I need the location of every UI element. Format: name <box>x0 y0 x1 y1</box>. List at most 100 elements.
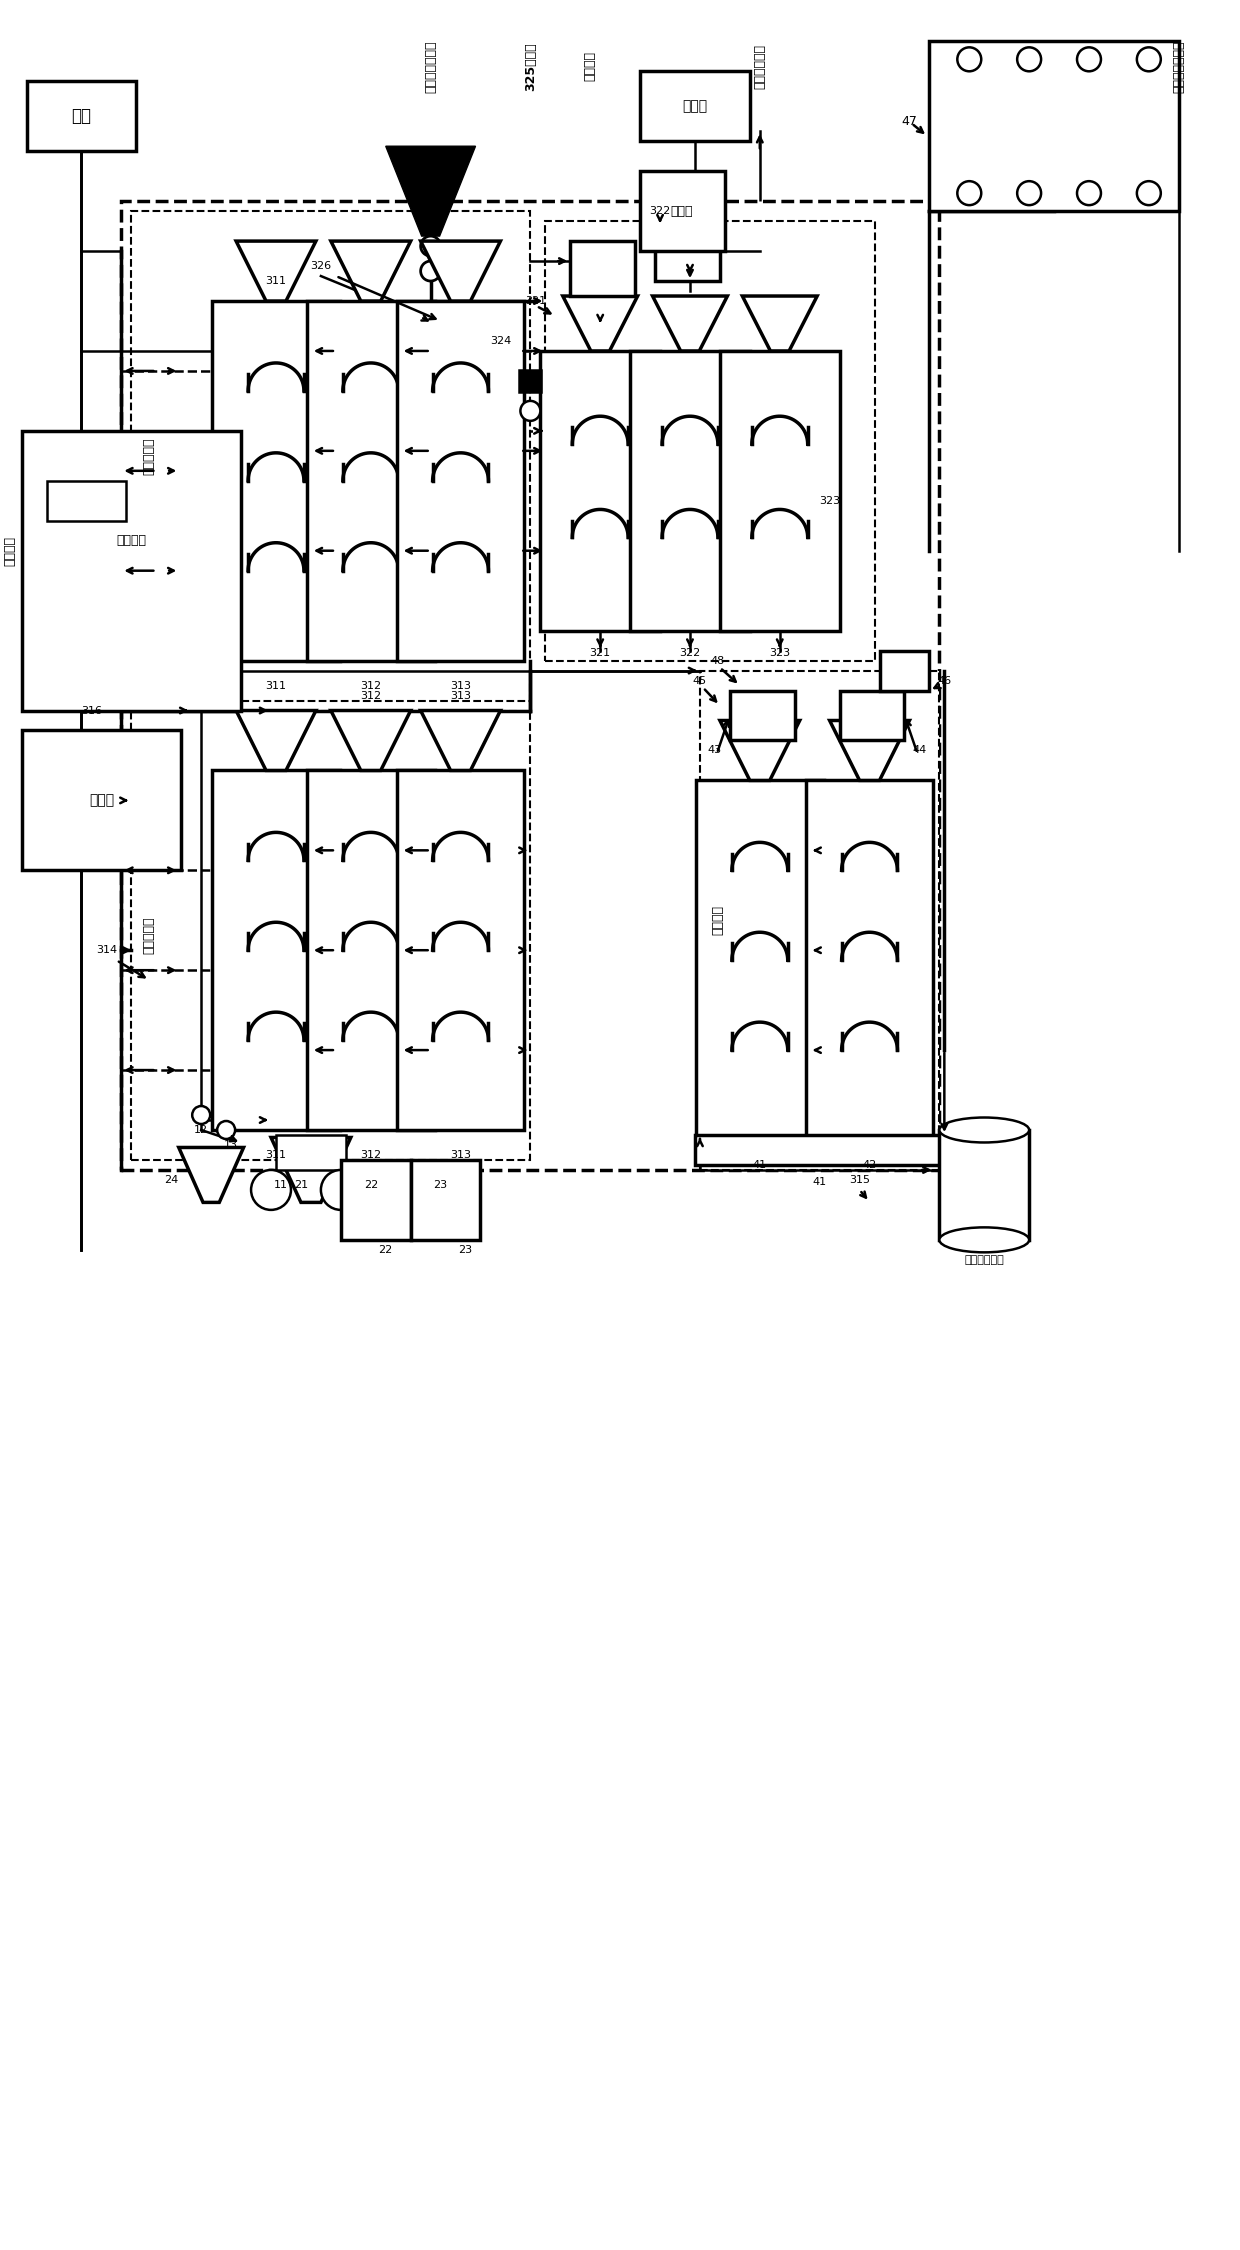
Ellipse shape <box>940 1226 1029 1253</box>
Text: 322: 322 <box>650 207 671 216</box>
Circle shape <box>1078 47 1101 72</box>
Text: 325水泥原: 325水泥原 <box>523 43 537 90</box>
Bar <box>131 711 531 1161</box>
Text: 23: 23 <box>434 1179 448 1190</box>
Text: 315: 315 <box>849 1174 870 1186</box>
Circle shape <box>1017 47 1042 72</box>
Circle shape <box>192 1107 210 1125</box>
Polygon shape <box>236 241 316 302</box>
Bar <box>930 40 1179 212</box>
Circle shape <box>1137 182 1161 205</box>
Bar <box>397 770 525 1130</box>
Text: 311: 311 <box>265 680 286 691</box>
Text: 321: 321 <box>525 297 546 306</box>
Text: 42: 42 <box>862 1161 877 1170</box>
Bar <box>397 302 525 662</box>
Text: 消蒸固: 消蒸固 <box>89 794 114 808</box>
Circle shape <box>521 400 541 421</box>
Polygon shape <box>179 1148 243 1202</box>
Polygon shape <box>386 146 475 236</box>
Ellipse shape <box>940 1118 1029 1143</box>
Polygon shape <box>420 711 501 770</box>
Text: 料配料站: 料配料站 <box>584 52 596 81</box>
Bar <box>570 241 635 297</box>
Circle shape <box>957 47 981 72</box>
Text: 326: 326 <box>310 261 331 270</box>
Bar <box>720 351 839 630</box>
Text: 来自空压机站: 来自空压机站 <box>965 1256 1004 1265</box>
Circle shape <box>957 182 981 205</box>
Text: 13: 13 <box>224 1141 238 1150</box>
Polygon shape <box>331 241 410 302</box>
Bar <box>694 1134 945 1166</box>
Text: 313: 313 <box>450 691 471 700</box>
Bar <box>640 72 750 142</box>
Text: 316: 316 <box>81 706 102 716</box>
Text: 铍渣储存: 铍渣储存 <box>117 533 146 547</box>
Bar <box>546 220 874 662</box>
Bar <box>630 351 750 630</box>
Bar <box>839 691 904 740</box>
Text: 45: 45 <box>693 675 707 686</box>
Bar <box>212 770 340 1130</box>
Text: 323: 323 <box>769 648 790 657</box>
Bar <box>541 351 660 630</box>
Bar <box>21 731 181 871</box>
Text: 21: 21 <box>294 1179 308 1190</box>
Text: 312: 312 <box>360 680 382 691</box>
Text: 返回铍冶炼车间: 返回铍冶炼车间 <box>1172 40 1185 92</box>
Polygon shape <box>272 1138 351 1202</box>
Text: 313: 313 <box>450 680 471 691</box>
Text: 水池: 水池 <box>72 108 92 126</box>
Polygon shape <box>652 297 728 351</box>
Bar <box>21 430 241 711</box>
Text: 314: 314 <box>95 945 117 956</box>
Text: 氨水池: 氨水池 <box>682 99 708 113</box>
Polygon shape <box>720 720 800 781</box>
Text: 312: 312 <box>360 691 382 700</box>
Bar <box>410 1161 480 1240</box>
Circle shape <box>217 1120 236 1138</box>
Text: 22: 22 <box>378 1244 393 1256</box>
Polygon shape <box>830 720 909 781</box>
Text: 312: 312 <box>360 1150 382 1161</box>
Polygon shape <box>331 711 410 770</box>
Text: 323: 323 <box>820 495 841 506</box>
Circle shape <box>321 1170 361 1210</box>
Text: 322: 322 <box>680 648 701 657</box>
Text: 313: 313 <box>450 1150 471 1161</box>
Text: 22: 22 <box>363 1179 378 1190</box>
Text: 11: 11 <box>274 1179 288 1190</box>
Circle shape <box>1078 182 1101 205</box>
Text: 一次洗涤段: 一次洗涤段 <box>143 916 156 954</box>
Text: 47: 47 <box>901 115 918 128</box>
Bar <box>47 482 126 520</box>
Bar <box>940 1130 1029 1240</box>
Text: 311: 311 <box>265 277 286 286</box>
Text: 二次洗涤段: 二次洗涤段 <box>143 436 156 475</box>
Bar <box>277 1134 346 1170</box>
Text: 铍渣储存: 铍渣储存 <box>4 536 16 565</box>
Bar <box>212 302 340 662</box>
Polygon shape <box>743 297 817 351</box>
Bar <box>806 781 934 1141</box>
Circle shape <box>250 1170 291 1210</box>
Circle shape <box>420 236 440 256</box>
Text: 44: 44 <box>913 745 926 756</box>
Text: 12: 12 <box>195 1125 208 1134</box>
Bar <box>308 302 434 662</box>
Text: 311: 311 <box>265 1150 286 1161</box>
Text: 48: 48 <box>711 655 725 666</box>
Circle shape <box>1017 182 1042 205</box>
Bar <box>879 650 930 691</box>
Bar <box>520 369 542 391</box>
Text: 24: 24 <box>164 1174 179 1186</box>
Bar <box>655 225 720 281</box>
Bar <box>640 171 725 252</box>
Polygon shape <box>420 241 501 302</box>
Bar <box>131 212 531 700</box>
Text: 324: 324 <box>490 335 511 346</box>
Bar <box>699 670 940 1170</box>
Bar <box>696 781 823 1141</box>
Text: 321: 321 <box>590 648 611 657</box>
